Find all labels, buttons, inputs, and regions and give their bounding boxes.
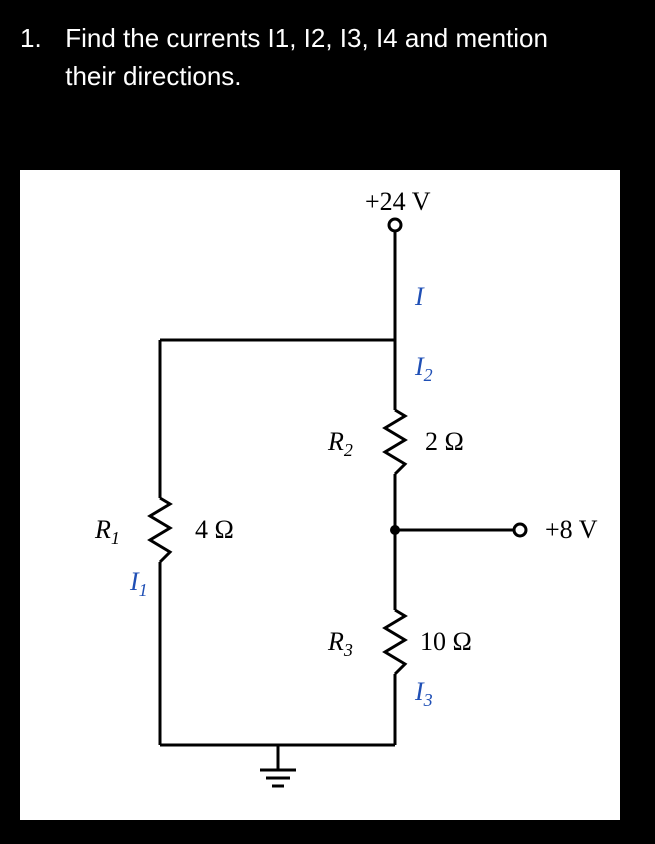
r3-name: R3 <box>327 627 353 660</box>
r2-name: R2 <box>327 427 353 460</box>
r1-value: 4 Ω <box>195 515 234 544</box>
current-i2-label: I2 <box>414 352 433 385</box>
circuit-diagram: +24 V +8 V <box>20 170 620 820</box>
source-right-label: +8 V <box>545 515 598 544</box>
r1-name: R1 <box>94 515 120 548</box>
question-number: 1. <box>20 20 58 58</box>
question-line-1: Find the currents I1, I2, I3, I4 and men… <box>65 23 548 53</box>
current-i1-label: I1 <box>129 567 148 600</box>
resistor-r1-icon <box>150 498 170 562</box>
r2-value: 2 Ω <box>425 427 464 456</box>
right-terminal-icon <box>514 524 526 536</box>
circuit-svg: +24 V +8 V <box>20 170 620 820</box>
source-top-label: +24 V <box>365 187 431 216</box>
current-i3-label: I3 <box>414 677 433 710</box>
resistor-r3-icon <box>385 610 405 674</box>
r3-value: 10 Ω <box>420 627 472 656</box>
current-i-label: I <box>414 282 425 311</box>
top-terminal-icon <box>389 219 401 231</box>
question-block: 1. Find the currents I1, I2, I3, I4 and … <box>20 20 635 95</box>
question-text: Find the currents I1, I2, I3, I4 and men… <box>65 20 625 95</box>
resistor-r2-icon <box>385 410 405 474</box>
question-line-2: their directions. <box>65 61 241 91</box>
